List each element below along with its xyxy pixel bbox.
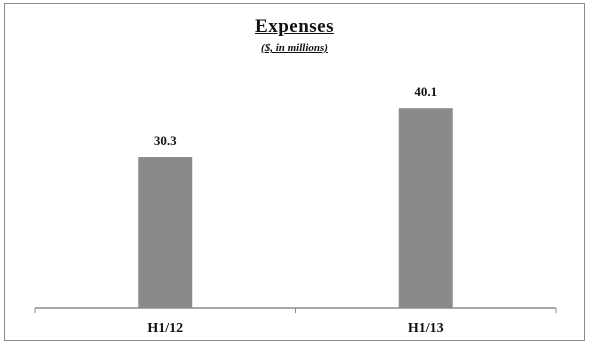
chart-frame: Expenses ($, in millions) 30.3 H1/12 40.1 H… [4,3,585,341]
bar-value-label: 30.3 [154,133,177,148]
bar-h1-12 [138,157,193,308]
bar-h1-13 [398,108,453,308]
bar-chart-plot: 30.3 H1/12 40.1 H1/13 [34,84,557,336]
bar-value-label: 40.1 [414,84,437,99]
x-tick-label: H1/13 [408,321,444,336]
chart-subtitle: ($, in millions) [261,42,328,54]
x-tick-label: H1/12 [147,321,183,336]
chart-title: Expenses [255,16,334,37]
